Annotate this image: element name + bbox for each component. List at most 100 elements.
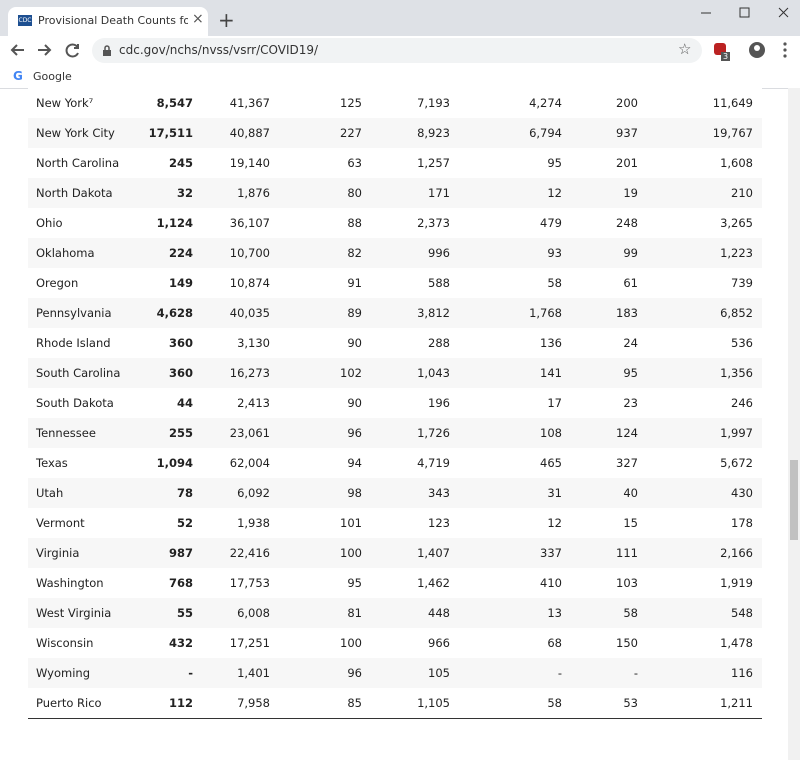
cell: 1,124 xyxy=(156,216,193,230)
cell: 32 xyxy=(176,186,193,200)
cell: 7,193 xyxy=(417,96,450,110)
cell: 248 xyxy=(616,216,638,230)
cell: 227 xyxy=(340,126,362,140)
table-row: North Carolina 245 19,140 63 1,257 95 201 1,608 xyxy=(28,148,762,179)
cell: - xyxy=(557,666,562,680)
row-label: Puerto Rico xyxy=(36,696,102,710)
cell: 246 xyxy=(731,396,753,410)
table: New York⁷ 8,547 41,367 125 7,193 4,274 200 11,6… xyxy=(0,88,788,760)
row-label: Rhode Island xyxy=(36,336,111,350)
cell: 17 xyxy=(547,396,562,410)
scrollbar-thumb[interactable] xyxy=(790,460,798,540)
cell: 105 xyxy=(428,666,450,680)
cell: 102 xyxy=(340,366,362,380)
cell: 40,035 xyxy=(229,306,270,320)
row-label: Utah xyxy=(36,486,64,500)
cell: 10,700 xyxy=(229,246,270,260)
cell: 288 xyxy=(428,336,450,350)
cell: 4,274 xyxy=(529,96,562,110)
cell: 41,367 xyxy=(229,96,270,110)
cell: 1,768 xyxy=(529,306,562,320)
extension-badge: 3 xyxy=(721,52,731,61)
cell: - xyxy=(633,666,638,680)
cell: 2,373 xyxy=(417,216,450,230)
table-row: Pennsylvania 4,628 40,035 89 3,812 1,768 183 6,… xyxy=(28,298,762,329)
cell: 62,004 xyxy=(229,456,270,470)
cell: 101 xyxy=(340,516,362,530)
cell: 55 xyxy=(176,606,193,620)
row-label: Pennsylvania xyxy=(36,306,112,320)
cell: 52 xyxy=(176,516,193,530)
tab-title: Provisional Death Counts for Cor xyxy=(38,14,188,27)
row-label: West Virginia xyxy=(36,606,112,620)
cell: 200 xyxy=(616,96,638,110)
cell: 1,938 xyxy=(237,516,270,530)
row-label: North Carolina xyxy=(36,156,120,170)
maximize[interactable] xyxy=(739,7,750,18)
cell: 85 xyxy=(347,696,362,710)
cell: 61 xyxy=(623,276,638,290)
cell: 15 xyxy=(623,516,638,530)
cell: 91 xyxy=(347,276,362,290)
cell: 17,753 xyxy=(229,576,270,590)
cell: 5,672 xyxy=(720,456,753,470)
cell: 22,416 xyxy=(229,546,270,560)
cell: 23 xyxy=(623,396,638,410)
table-row: Vermont 52 1,938 101 123 12 15 178 xyxy=(28,508,762,539)
cell: 536 xyxy=(731,336,753,350)
cell: 739 xyxy=(731,276,753,290)
cell: 112 xyxy=(168,696,193,710)
cell: 987 xyxy=(168,546,193,560)
cell: 136 xyxy=(540,336,562,350)
cell: 1,356 xyxy=(720,366,753,380)
cell: 63 xyxy=(347,156,362,170)
cell: 116 xyxy=(731,666,753,680)
table-row: Washington 768 17,753 95 1,462 410 103 1,919 xyxy=(28,568,762,599)
cell: 245 xyxy=(168,156,193,170)
bookmark-star[interactable]: ☆ xyxy=(678,40,692,58)
cell: 23,061 xyxy=(229,426,270,440)
cell: 19,767 xyxy=(712,126,753,140)
tab[interactable]: CDC Provisional Death Counts for Cor × xyxy=(8,7,208,36)
cell: 6,794 xyxy=(529,126,562,140)
table-row: Ohio 1,124 36,107 88 2,373 479 248 3,265 xyxy=(28,208,762,239)
cell: 40,887 xyxy=(229,126,270,140)
cell: 95 xyxy=(547,156,562,170)
cell: 3,812 xyxy=(417,306,450,320)
tab-close[interactable]: × xyxy=(192,11,204,27)
table-row: New York⁷ 8,547 41,367 125 7,193 4,274 200 11,6… xyxy=(28,88,762,119)
cell: 96 xyxy=(347,426,362,440)
cell: 432 xyxy=(168,636,193,650)
table-row: West Virginia 55 6,008 81 448 13 58 548 xyxy=(28,598,762,629)
cell: 6,092 xyxy=(237,486,270,500)
table-row: Oregon 149 10,874 91 588 58 61 739 xyxy=(28,268,762,299)
reload[interactable] xyxy=(65,43,79,58)
table-row: New York City 17,511 40,887 227 8,923 6,794 93… xyxy=(28,118,762,149)
address-bar[interactable]: cdc.gov/nchs/nvss/vsrr/COVID19/ ☆ xyxy=(92,38,702,63)
cell: 103 xyxy=(616,576,638,590)
row-label: South Dakota xyxy=(36,396,114,410)
cell: 12 xyxy=(547,516,562,530)
cell: 2,413 xyxy=(237,396,270,410)
table-row: Oklahoma 224 10,700 82 996 93 99 1,223 xyxy=(28,238,762,269)
row-label: New York⁷ xyxy=(36,96,94,110)
cell: 31 xyxy=(547,486,562,500)
close[interactable] xyxy=(778,7,789,18)
cell: 4,719 xyxy=(417,456,450,470)
back[interactable] xyxy=(10,44,24,56)
menu[interactable] xyxy=(783,42,787,58)
cell: 588 xyxy=(428,276,450,290)
cell: 24 xyxy=(623,336,638,350)
cell: 90 xyxy=(347,396,362,410)
forward[interactable] xyxy=(38,44,52,56)
cell: 7,958 xyxy=(237,696,270,710)
bookmark[interactable]: Google xyxy=(33,70,72,83)
table-row: South Carolina 360 16,273 102 1,043 141 95 1,35… xyxy=(28,358,762,389)
cell: 201 xyxy=(616,156,638,170)
new-tab[interactable]: + xyxy=(218,8,235,32)
cell: 10,874 xyxy=(229,276,270,290)
cell: 150 xyxy=(616,636,638,650)
cell: 11,649 xyxy=(712,96,753,110)
table-row: Texas 1,094 62,004 94 4,719 465 327 5,672 xyxy=(28,448,762,479)
lock-icon xyxy=(103,45,111,56)
